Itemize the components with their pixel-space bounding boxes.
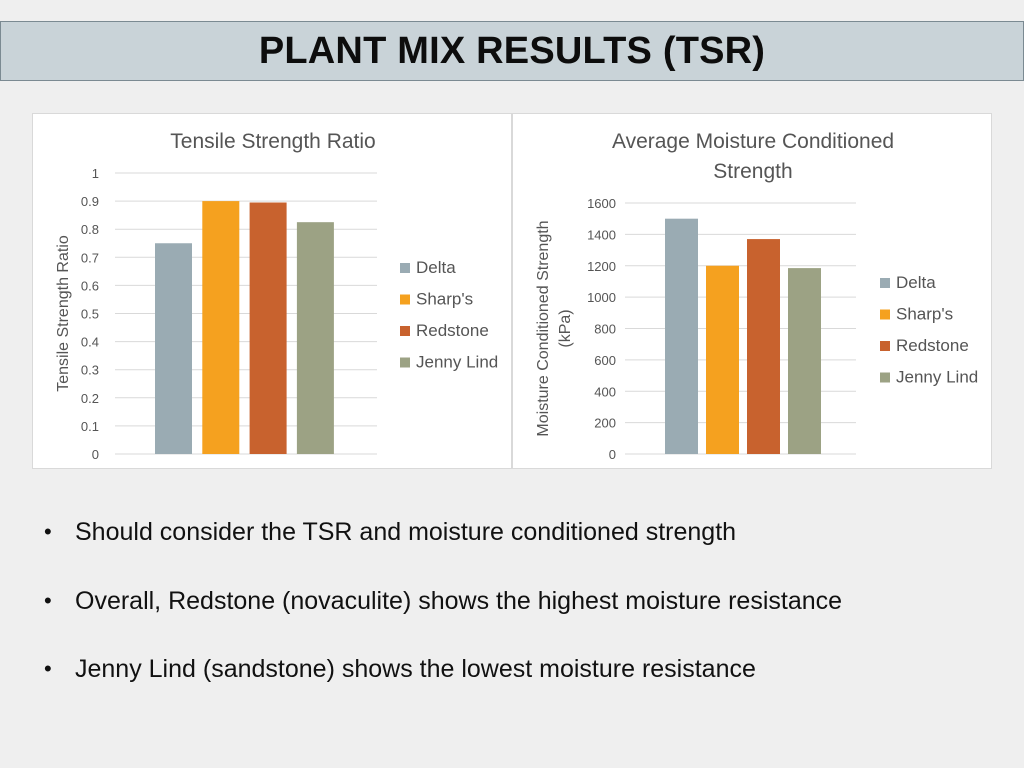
y-tick-label: 0.7 [81, 250, 99, 265]
bar-delta [665, 218, 698, 454]
y-tick-label: 200 [594, 416, 616, 431]
bar-jenny-lind [788, 268, 821, 454]
bar-sharp-s [706, 265, 739, 454]
moisture-strength-chart: Average Moisture Conditioned Strength 0 200… [512, 113, 992, 469]
tsr-chart-svg: Tensile Strength Ratio 0 0.1 0.2 0.3 0.4 0.5 0.… [55, 130, 498, 462]
legend-swatch [400, 326, 410, 336]
legend-swatch [400, 357, 410, 368]
bar-delta [155, 243, 192, 454]
y-tick-label: 1000 [587, 290, 616, 305]
legend-label: Redstone [416, 321, 489, 340]
chart-title: Average Moisture Conditioned [612, 130, 894, 153]
y-tick-label: 0.3 [81, 363, 99, 378]
y-tick-label: 0.5 [81, 307, 99, 322]
y-axis-label-group: Moisture Conditioned Strength (kPa) [535, 220, 574, 436]
bar-redstone [249, 202, 287, 454]
bar-sharp-s [202, 201, 240, 454]
legend-swatch [880, 309, 890, 320]
y-tick-label: 0.2 [81, 391, 99, 406]
y-tick-label: 400 [594, 384, 616, 399]
y-axis-label: (kPa) [557, 309, 574, 347]
slide-title-bar: PLANT MIX RESULTS (TSR) [0, 21, 1024, 81]
legend-label: Jenny Lind [416, 353, 498, 372]
legend-swatch [880, 372, 890, 383]
chart-title: Tensile Strength Ratio [170, 130, 375, 153]
bullet-list: Should consider the TSR and moisture con… [44, 512, 842, 718]
y-tick-label: 1400 [587, 227, 616, 242]
bar-redstone [747, 239, 780, 454]
y-tick-label: 0.6 [81, 278, 99, 293]
y-tick-label: 1 [92, 166, 99, 181]
legend-swatch [400, 263, 410, 273]
y-tick-label: 600 [594, 353, 616, 368]
legend-label: Sharp's [416, 290, 473, 309]
bullet-item: Overall, Redstone (novaculite) shows the… [44, 581, 842, 650]
legend-label: Delta [416, 258, 456, 277]
legend-swatch [880, 341, 890, 351]
legend-swatch [400, 294, 410, 305]
bullet-item: Jenny Lind (sandstone) shows the lowest … [44, 649, 842, 718]
y-tick-label: 0.4 [81, 335, 99, 350]
y-axis-label: Moisture Conditioned Strength [535, 220, 552, 436]
y-tick-label: 0 [92, 447, 99, 462]
legend-swatch [880, 278, 890, 288]
slide-title: PLANT MIX RESULTS (TSR) [258, 29, 766, 72]
legend-label: Delta [896, 273, 936, 292]
legend-label: Jenny Lind [896, 368, 978, 387]
bar-jenny-lind [296, 222, 334, 454]
bullet-item: Should consider the TSR and moisture con… [44, 512, 842, 581]
y-tick-label: 1200 [587, 259, 616, 274]
y-tick-label: 0.9 [81, 194, 99, 209]
chart-title: Strength [713, 160, 792, 183]
y-tick-label: 0 [609, 447, 616, 462]
y-tick-label: 0.8 [81, 222, 99, 237]
legend-label: Sharp's [896, 305, 953, 324]
legend-label: Redstone [896, 336, 969, 355]
moisture-strength-chart-svg: Average Moisture Conditioned Strength 0 200… [535, 130, 978, 462]
tsr-chart: Tensile Strength Ratio 0 0.1 0.2 0.3 0.4 0.5 0.… [32, 113, 512, 469]
y-tick-label: 800 [594, 322, 616, 337]
y-axis-label: Tensile Strength Ratio [55, 235, 72, 392]
y-axis-label-group: Tensile Strength Ratio [55, 235, 72, 392]
y-tick-label: 0.1 [81, 419, 99, 434]
y-tick-label: 1600 [587, 196, 616, 211]
